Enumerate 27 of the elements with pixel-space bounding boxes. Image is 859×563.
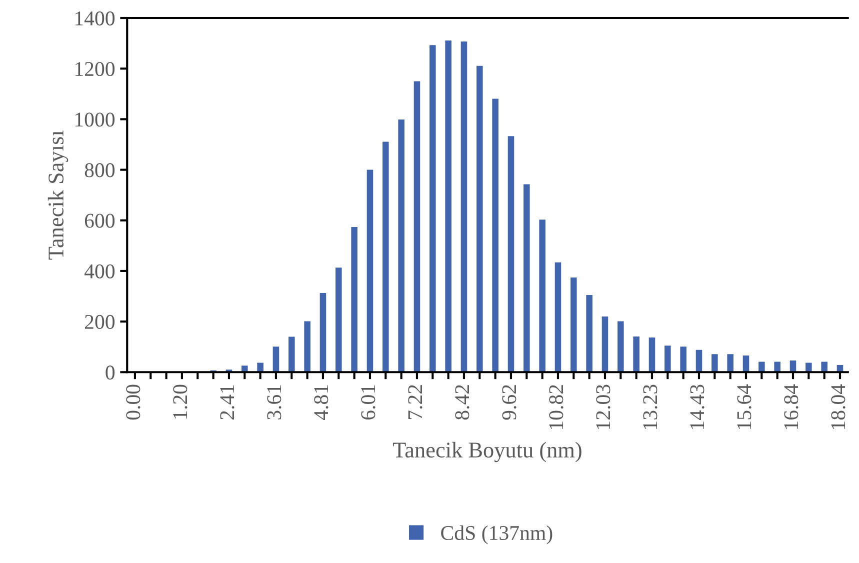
y-tick-label: 800 [84, 163, 115, 178]
y-tick-label: 600 [84, 214, 115, 228]
x-tick-label: 18.04 [831, 384, 846, 429]
x-tick-label: 6.01 [361, 385, 376, 420]
y-tick-label: 0 [106, 366, 115, 380]
x-tick-label: 3.61 [267, 385, 282, 420]
x-tick-label: 15.64 [737, 384, 752, 429]
legend-label: CdS (137nm) [441, 525, 552, 544]
x-tick-label: 2.41 [220, 385, 234, 420]
y-axis-title: Tanecik Sayısı [48, 130, 68, 260]
y-tick-label: 200 [84, 314, 115, 329]
y-tick-label: 1200 [75, 62, 115, 76]
x-tick-label: 10.82 [549, 385, 564, 429]
x-tick-label: 7.22 [408, 385, 422, 420]
x-tick-label: 4.81 [314, 385, 328, 420]
x-tick-label: 16.84 [784, 384, 798, 429]
x-tick-label: 0.00 [126, 384, 140, 420]
x-tick-label: 12.03 [596, 384, 610, 429]
y-tick-label: 1000 [75, 112, 115, 127]
y-tick-label: 1400 [75, 11, 115, 26]
x-tick-label: 9.62 [502, 385, 516, 420]
y-tick-label: 400 [84, 264, 115, 278]
x-tick-label: 14.43 [690, 384, 704, 429]
x-tick-label: 1.20 [173, 384, 188, 419]
x-axis-title: Tanecik Boyutu (nm) [393, 442, 582, 462]
x-tick-label: 8.42 [455, 385, 470, 420]
x-tick-label: 13.23 [643, 384, 658, 429]
